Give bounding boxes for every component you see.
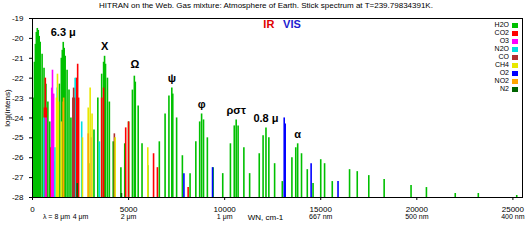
svg-text:0: 0 bbox=[30, 205, 35, 214]
html-text:N2O: N2O bbox=[494, 45, 509, 52]
svg-text:500 nm: 500 nm bbox=[405, 213, 429, 220]
html-text:N2: N2 bbox=[500, 85, 509, 92]
svg-text:Ω: Ω bbox=[131, 58, 140, 70]
svg-text:667 nm: 667 nm bbox=[309, 213, 333, 220]
svg-text:-26: -26 bbox=[12, 153, 24, 162]
svg-text:IR: IR bbox=[263, 18, 274, 30]
html-text:O2: O2 bbox=[499, 69, 509, 76]
svg-text:log(intens): log(intens) bbox=[3, 89, 12, 127]
svg-text:-25: -25 bbox=[12, 133, 24, 142]
html-text:CH4: CH4 bbox=[495, 61, 509, 68]
svg-text:-23: -23 bbox=[12, 94, 24, 103]
svg-text:φ: φ bbox=[198, 98, 206, 110]
svg-text:-27: -27 bbox=[12, 173, 24, 182]
svg-text:-20: -20 bbox=[12, 34, 24, 43]
svg-text:WN, cm-1: WN, cm-1 bbox=[248, 213, 284, 222]
svg-text:1 μm: 1 μm bbox=[217, 213, 233, 221]
svg-text:-21: -21 bbox=[12, 54, 24, 63]
html-text:NO2: NO2 bbox=[494, 77, 509, 84]
svg-text:25000: 25000 bbox=[501, 205, 524, 215]
svg-text:5000: 5000 bbox=[119, 205, 138, 215]
html-text:O3: O3 bbox=[499, 37, 509, 44]
svg-text:X: X bbox=[101, 40, 109, 52]
svg-text:ψ: ψ bbox=[168, 72, 176, 84]
html-text:H2O: H2O bbox=[494, 21, 509, 28]
svg-text:4 μm: 4 μm bbox=[73, 213, 89, 221]
svg-text:α: α bbox=[294, 128, 301, 140]
svg-text:6.3 μ: 6.3 μ bbox=[51, 26, 76, 38]
svg-text:2 μm: 2 μm bbox=[121, 213, 137, 221]
svg-text:VIS: VIS bbox=[283, 18, 301, 30]
svg-text:-28: -28 bbox=[12, 193, 24, 202]
svg-text:15000: 15000 bbox=[309, 205, 332, 215]
svg-text:-24: -24 bbox=[12, 114, 24, 123]
svg-text:0.8 μ: 0.8 μ bbox=[253, 112, 278, 124]
svg-text:10000: 10000 bbox=[213, 205, 236, 215]
svg-text:λ = 8 μm: λ = 8 μm bbox=[43, 213, 70, 221]
html-text:CO2: CO2 bbox=[494, 29, 509, 36]
svg-text:20000: 20000 bbox=[405, 205, 428, 215]
svg-text:-22: -22 bbox=[12, 74, 24, 83]
svg-text:-19: -19 bbox=[12, 14, 24, 23]
html-text:HITRAN on the Web. Gas mixture: HITRAN on the Web. Gas mixture: Atmosphe… bbox=[99, 1, 433, 10]
svg-text:ρστ: ρστ bbox=[227, 104, 246, 116]
html-text:CO: CO bbox=[498, 53, 509, 60]
svg-text:400 nm: 400 nm bbox=[501, 213, 525, 220]
